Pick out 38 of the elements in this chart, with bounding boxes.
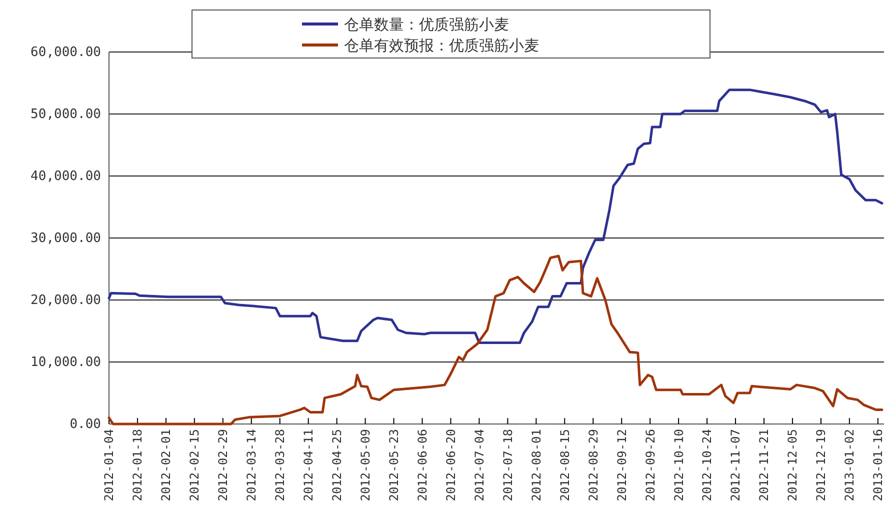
y-tick-label: 60,000.00 — [30, 45, 101, 60]
x-tick-label: 2012-07-18 — [500, 429, 515, 502]
line-series — [108, 88, 884, 344]
x-tick-label: 2012-08-15 — [558, 429, 572, 502]
x-tick-label: 2012-09-12 — [614, 429, 629, 502]
y-tick-label: 10,000.00 — [30, 355, 101, 370]
x-tick-label: 2012-07-04 — [472, 429, 486, 502]
x-tick-label: 2013-01-02 — [842, 429, 857, 502]
y-tick-label: 40,000.00 — [30, 169, 101, 184]
x-tick-label: 2012-03-14 — [244, 429, 259, 502]
x-tick-label: 2012-06-20 — [444, 429, 458, 502]
x-tick-label: 2012-02-01 — [159, 429, 174, 502]
x-tick-label: 2012-10-24 — [700, 429, 714, 502]
x-tick-label: 2012-08-29 — [586, 429, 600, 502]
x-tick-label: 2012-12-05 — [786, 429, 800, 502]
legend-label: 仓单数量：优质强筋小麦 — [344, 15, 509, 34]
y-tick-label: 30,000.00 — [30, 231, 101, 246]
y-tick-label: 20,000.00 — [30, 293, 101, 308]
y-tick-label: 0.00 — [70, 417, 101, 432]
legend-label: 仓单有效预报：优质强筋小麦 — [344, 36, 539, 54]
x-tick-label: 2012-03-28 — [273, 429, 288, 502]
x-tick-label: 2012-10-10 — [672, 429, 686, 502]
x-tick-label: 2012-06-06 — [415, 429, 430, 502]
x-tick-label: 2012-01-04 — [102, 429, 116, 502]
y-tick-label: 50,000.00 — [30, 107, 101, 122]
x-tick-label: 2012-02-15 — [188, 429, 202, 502]
x-tick-label: 2012-11-07 — [728, 429, 743, 502]
x-tick-label: 2012-11-21 — [757, 429, 772, 502]
x-tick-label: 2012-04-11 — [302, 429, 316, 502]
x-tick-label: 2012-01-18 — [130, 429, 145, 502]
x-tick-label: 2012-05-23 — [386, 429, 401, 502]
x-tick-label: 2013-01-16 — [871, 429, 886, 502]
x-tick-label: 2012-02-29 — [216, 429, 230, 502]
x-tick-label: 2012-04-25 — [330, 429, 344, 502]
x-tick-label: 2012-12-19 — [814, 429, 828, 502]
x-tick-label: 2012-08-01 — [529, 429, 544, 502]
x-tick-label: 2012-05-09 — [358, 429, 372, 502]
x-tick-label: 2012-09-26 — [643, 429, 658, 502]
